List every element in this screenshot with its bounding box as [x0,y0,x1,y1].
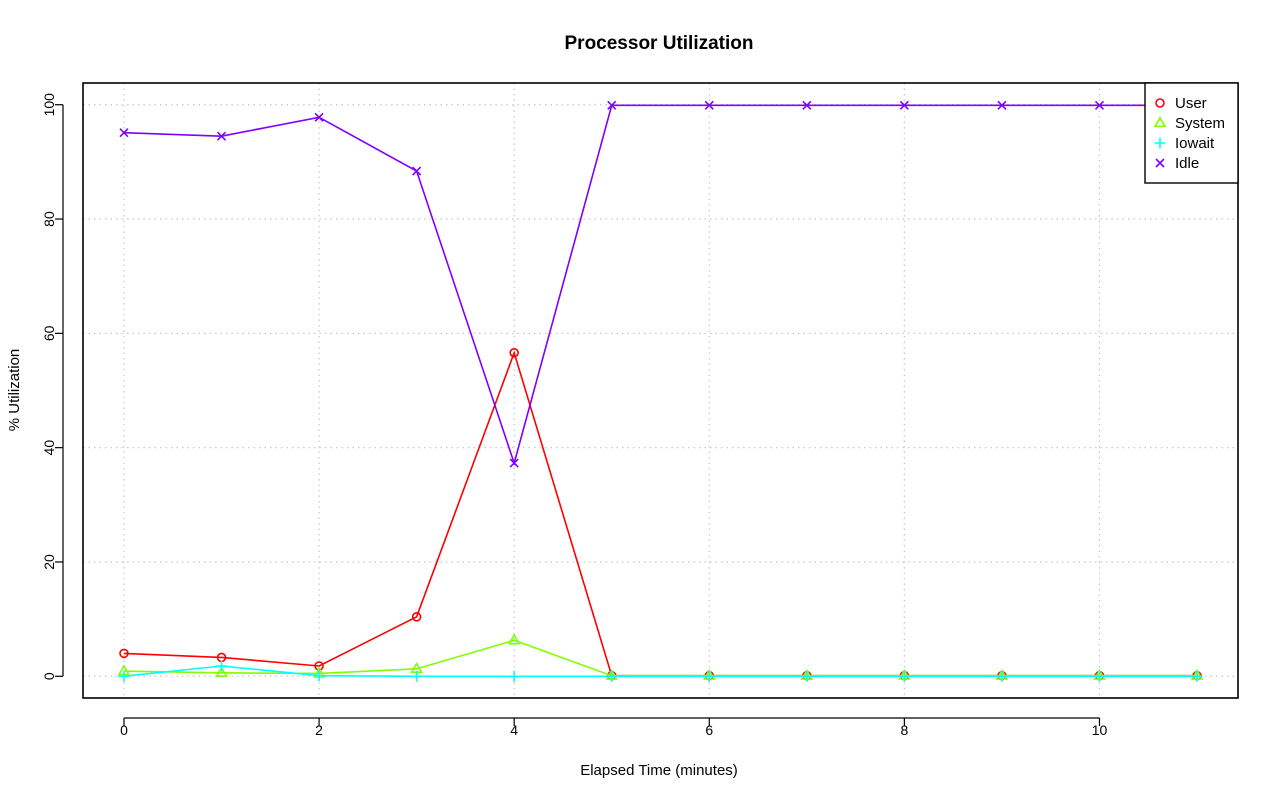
data-point-idle [314,112,324,122]
data-point-user [119,648,129,659]
series-iowait [118,660,1203,682]
data-point-system [507,633,521,645]
legend: User System Iowait Idle [1144,82,1239,184]
chart-title: Processor Utilization [565,33,754,54]
data-point-iowait [411,670,423,682]
legend-marker-iowait [1154,137,1166,149]
legend-marker-system [1153,116,1167,128]
data-point-iowait [508,670,520,682]
legend-marker-idle [1155,158,1165,168]
data-point-idle [899,100,909,110]
y-tick-label: 80 [41,211,57,227]
series-line-iowait [123,665,1198,678]
data-point-iowait [898,670,910,682]
y-tick-label: 20 [41,554,57,570]
legend-marker-user [1155,98,1165,108]
y-tick-label: 100 [41,93,57,117]
series-layer [117,100,1204,682]
data-point-idle [216,131,227,141]
series-line-idle [123,104,1198,466]
x-tick-label: 0 [120,722,128,738]
data-point-iowait [606,670,618,682]
x-tick-label: 10 [1092,722,1108,738]
x-tick-label: 2 [315,722,323,738]
y-tick-label: 0 [41,672,57,680]
legend-label-iowait: Iowait [1175,135,1215,152]
legend-label-system: System [1175,115,1225,132]
y-axis-label: % Utilization [6,349,23,432]
data-point-idle [997,100,1007,110]
x-axis-label: Elapsed Time (minutes) [580,762,738,779]
series-line-system [123,639,1198,677]
data-point-system [215,666,228,678]
data-point-idle [802,100,812,110]
y-tick-label: 40 [41,440,57,456]
data-point-idle [1094,100,1105,110]
plot-frame [82,82,1239,699]
data-point-user [509,347,519,358]
data-point-idle [412,166,422,176]
data-point-idle [509,458,519,468]
y-tick-label: 60 [41,325,57,341]
data-point-iowait [118,670,130,682]
legend-label-user: User [1175,95,1207,112]
data-point-user [314,661,324,671]
data-point-user [411,612,422,622]
grid [83,83,1238,698]
x-tick-label: 4 [510,722,518,738]
data-point-iowait [1093,670,1105,682]
legend-label-idle: Idle [1175,155,1199,172]
series-user [119,347,1202,681]
data-point-iowait [216,660,228,672]
data-point-iowait [801,670,813,682]
data-point-idle [119,128,129,138]
data-point-iowait [313,670,325,682]
data-point-iowait [1191,670,1203,682]
x-tick-label: 8 [900,722,908,738]
x-tick-label: 6 [705,722,713,738]
series-line-user [123,350,1198,677]
series-idle [119,100,1202,468]
data-point-idle [704,100,714,110]
data-point-iowait [996,670,1008,682]
data-point-iowait [703,670,715,682]
data-point-idle [607,100,617,110]
